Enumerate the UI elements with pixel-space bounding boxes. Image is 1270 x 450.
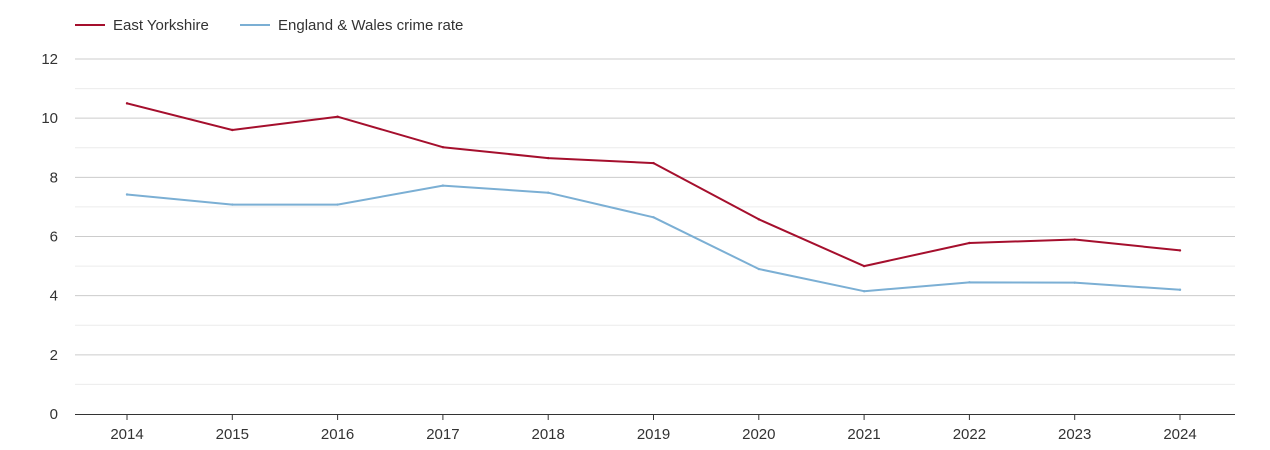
x-tick-label: 2024 [1163,426,1196,443]
x-tick-label: 2017 [426,426,459,443]
data-point-england-wales-crime-rate [336,203,339,206]
x-tick-label: 2020 [742,426,775,443]
data-point-england-wales-crime-rate [652,216,655,219]
x-tick-label: 2019 [637,426,670,443]
data-point-england-wales-crime-rate [125,193,129,196]
y-axis: 0 2 4 6 8 10 12 [41,51,58,423]
x-tick-label: 2023 [1058,426,1091,443]
data-point-east-yorkshire [547,156,550,160]
data-point-england-wales-crime-rate [1073,281,1076,284]
data-point-east-yorkshire [441,145,445,149]
data-point-england-wales-crime-rate [757,267,760,271]
y-tick-label: 12 [41,51,58,68]
legend-label-east-yorkshire: East Yorkshire [113,17,209,34]
legend-item-east-yorkshire[interactable]: East Yorkshire [75,17,209,34]
y-tick-label: 2 [50,347,58,364]
data-point-east-yorkshire [125,102,129,105]
data-point-england-wales-crime-rate [231,203,234,206]
legend-item-england-wales[interactable]: England & Wales crime rate [240,17,463,34]
y-tick-label: 0 [50,406,58,423]
x-tick-label: 2015 [216,426,249,443]
data-point-east-yorkshire [968,241,971,245]
series-lines [125,102,1182,293]
y-tick-label: 8 [50,169,58,186]
data-point-england-wales-crime-rate [862,290,866,293]
x-tick-label: 2018 [532,426,565,443]
series-line-east-yorkshire [126,102,1181,268]
y-tick-label: 6 [50,229,58,246]
x-tick-label: 2016 [321,426,354,443]
y-tick-label: 4 [50,288,58,305]
x-tick-label: 2021 [847,426,880,443]
data-point-england-wales-crime-rate [968,281,971,284]
y-tick-label: 10 [41,110,58,127]
x-tick-label: 2014 [110,426,143,443]
data-point-east-yorkshire [1178,249,1182,252]
gridlines [75,58,1235,385]
chart-legend: East Yorkshire England & Wales crime rat… [75,17,463,34]
data-point-east-yorkshire [231,128,234,132]
data-point-east-yorkshire [862,264,866,268]
x-tick-label: 2022 [953,426,986,443]
series-line-england-wales-crime-rate [126,184,1181,293]
data-point-east-yorkshire [336,115,339,118]
data-point-east-yorkshire [652,161,655,165]
data-point-england-wales-crime-rate [547,191,550,194]
legend-label-england-wales: England & Wales crime rate [278,17,463,34]
data-point-east-yorkshire [1073,238,1076,241]
data-point-england-wales-crime-rate [1178,288,1182,291]
x-axis: 2014 2015 2016 2017 2018 2019 2020 2021 2022 2023… [75,414,1235,443]
data-point-east-yorkshire [757,218,760,221]
data-point-england-wales-crime-rate [441,184,445,187]
